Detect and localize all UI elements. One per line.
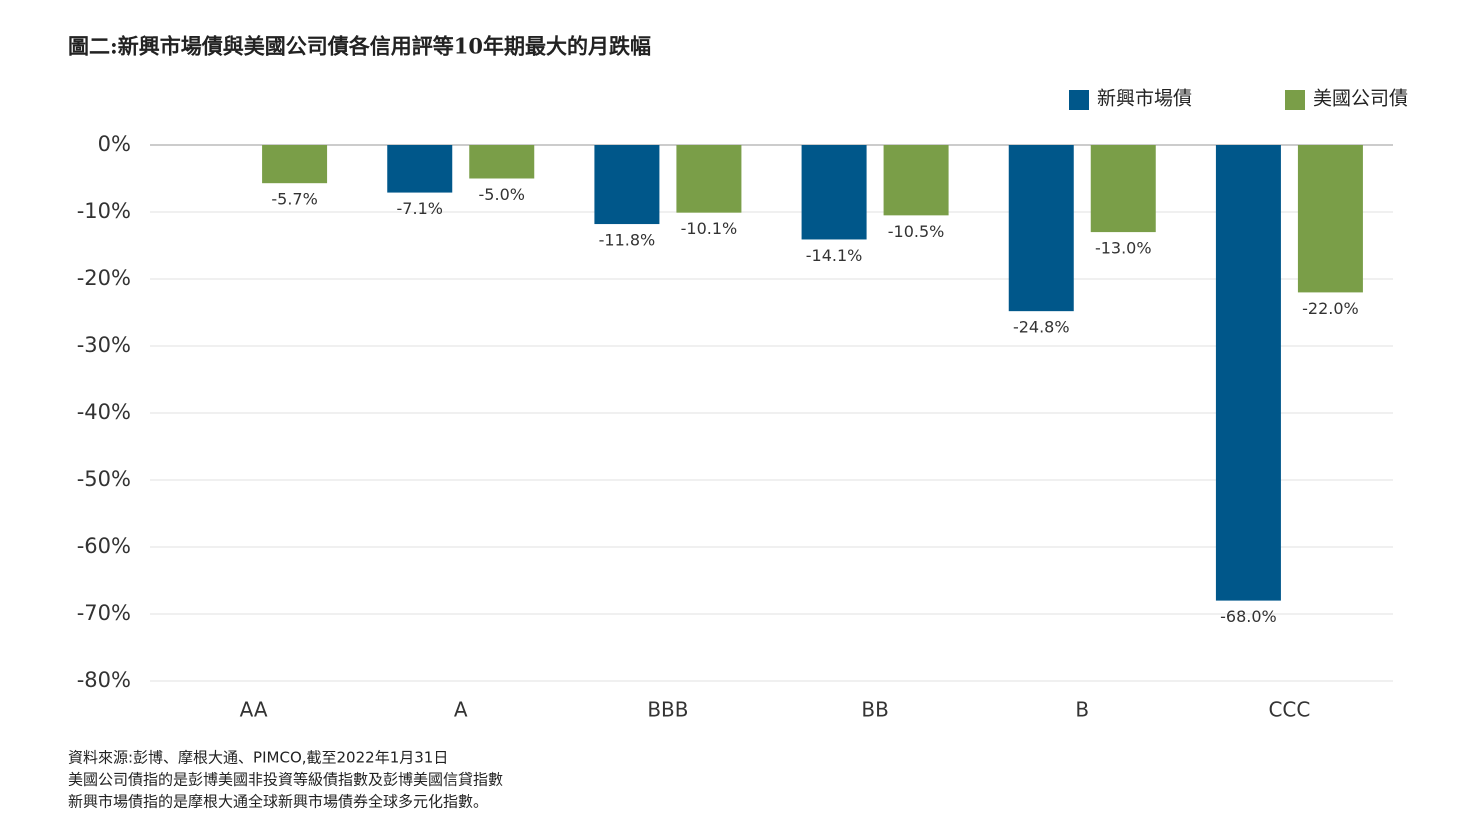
value-label: -10.5% [888,222,945,241]
y-tick-label: -20% [77,266,131,290]
legend-label: 美國公司債 [1313,88,1408,110]
x-tick-label: BBB [647,698,688,722]
footnote: 新興市場債指的是摩根大通全球新興市場債券全球多元化指數。 [68,793,488,811]
bar [1008,145,1074,312]
bar [1297,145,1363,293]
value-label: -11.8% [599,231,656,250]
x-tick-label: BB [861,698,888,722]
x-tick-label: AA [240,698,268,722]
y-tick-label: -50% [77,467,131,491]
y-tick-label: -10% [77,199,131,223]
bar [262,145,328,184]
value-label: -22.0% [1302,299,1359,318]
footnote: 資料來源:彭博、摩根大通、PIMCO,截至2022年1月31日 [68,749,448,767]
y-tick-label: -70% [77,601,131,625]
value-label: -13.0% [1095,239,1152,258]
y-tick-label: -60% [77,534,131,558]
y-tick-label: -40% [77,400,131,424]
bar [594,145,660,225]
bar [676,145,742,213]
legend-label: 新興市場債 [1097,88,1192,110]
value-label: -5.0% [479,185,525,204]
bar [801,145,867,240]
y-tick-label: 0% [98,132,131,156]
y-tick-label: -30% [77,333,131,357]
value-label: -7.1% [397,199,443,218]
bar [1215,145,1281,601]
value-label: -5.7% [271,190,317,209]
bar [883,145,949,216]
legend-swatch [1285,90,1305,110]
bar [469,145,535,179]
bar [1090,145,1156,233]
x-tick-label: A [454,698,468,722]
footnote: 美國公司債指的是彭博美國非投資等級債指數及彭博美國信貸指數 [68,771,503,789]
value-label: -68.0% [1220,607,1277,626]
value-label: -24.8% [1013,318,1070,337]
x-tick-label: CCC [1268,698,1310,722]
x-tick-label: B [1075,698,1089,722]
legend-swatch [1069,90,1089,110]
chart-title: 圖二:新興市場債與美國公司債各信用評等10年期最大的月跌幅 [68,34,651,59]
y-tick-label: -80% [77,668,131,692]
value-label: -14.1% [806,246,863,265]
bar [387,145,453,193]
value-label: -10.1% [681,219,738,238]
